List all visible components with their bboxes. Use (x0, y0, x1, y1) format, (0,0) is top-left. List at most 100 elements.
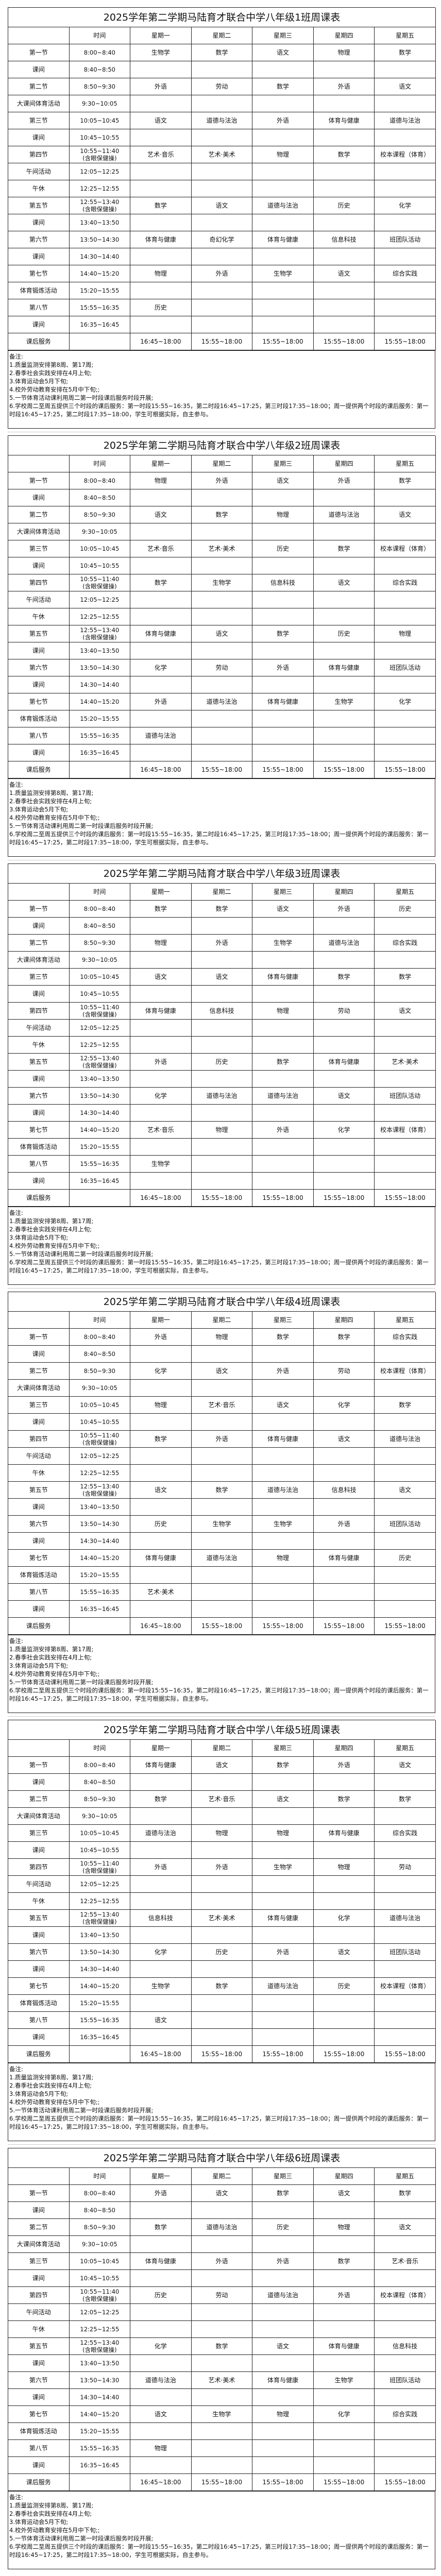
subject-cell: 生物学 (252, 935, 314, 952)
subject-cell: 外语 (313, 78, 375, 95)
period-label: 大课间体育活动 (8, 1808, 70, 1825)
period-label: 课间 (8, 316, 70, 333)
subject-cell: 综合实践 (375, 935, 436, 952)
subject-cell (130, 1842, 192, 1859)
subject-cell: 生物学 (130, 44, 192, 61)
subject-cell (130, 1876, 192, 1893)
header-time: 时间 (69, 1312, 131, 1329)
period-row: 课间 10:45~10:55 (8, 1414, 436, 1431)
period-label: 体育锻炼活动 (8, 710, 70, 727)
period-time: 13:40~13:50 (69, 1071, 131, 1088)
subject-cell: 物理 (130, 2440, 192, 2457)
period-row: 午间活动 12:05~12:25 (8, 1876, 436, 1893)
subject-cell: 体育与健康 (313, 659, 375, 676)
period-row: 第一节 8:00~8:40 生物学 数学 语文 物理 数学 (8, 44, 436, 61)
period-row: 第八节 15:55~16:35 艺术·美术 (8, 1584, 436, 1601)
title-row: 2025学年第二学期马陆育才联合中学八年级6班周课表 (8, 2148, 436, 2168)
period-row: 课间 13:40~13:50 (8, 2355, 436, 2372)
period-time: 15:20~15:55 (69, 1995, 131, 2012)
subject-cell: 语文 (191, 2185, 253, 2202)
subject-cell: 语文 (375, 78, 436, 95)
period-row: 课间 14:30~14:40 (8, 676, 436, 693)
header-corner (8, 884, 70, 901)
subject-cell: 体育与健康 (313, 1550, 375, 1567)
subject-cell (252, 1567, 314, 1584)
subject-cell (191, 557, 253, 574)
period-label: 课间 (8, 1346, 70, 1363)
subject-cell: 艺术·音乐 (191, 1397, 253, 1414)
period-time: 16:35~16:45 (69, 2457, 131, 2474)
note-line: 5.一节体育活动课利用周二第一时段课后服务时段开展; (9, 1250, 154, 1258)
period-label: 第七节 (8, 1122, 70, 1139)
subject-cell: 体育与健康 (252, 1431, 314, 1448)
subject-cell: 语文 (375, 1482, 436, 1499)
period-time (69, 761, 131, 778)
note-line: 3.体育运动会5月下旬; (9, 1234, 69, 1241)
subject-cell: 体育与健康 (130, 1550, 192, 1567)
subject-cell (313, 1414, 375, 1431)
subject-cell (191, 1927, 253, 1944)
subject-cell: 艺术·美术 (191, 146, 253, 163)
note-line: 2.春季社会实践安排在4月上旬; (9, 798, 92, 805)
subject-cell (313, 557, 375, 574)
subject-cell: 语文 (130, 1482, 192, 1499)
notes-section: 备注: 1.质量监测安排第8周、第17周; 2.春季社会实践安排在4月上旬; 3.体育… (8, 1635, 435, 1713)
note-line: 4.校外劳动教育安排在5月中下旬;; (9, 2527, 100, 2534)
period-row: 午间活动 12:05~12:25 (8, 1448, 436, 1465)
subject-cell (191, 1037, 253, 1054)
period-row: 第四节 10:55~11:40 (含眼保健操) 历史 劳动 道德与法治 外语 校本课程（体育… (8, 2287, 436, 2304)
period-label: 课间 (8, 1499, 70, 1516)
note-line: 备注: (9, 1209, 23, 1216)
period-row: 第四节 10:55~11:40 (含眼保健操) 数学 外语 体育与健康 语文 道德与法治 (8, 1431, 436, 1448)
period-time: 14:40~15:20 (69, 693, 131, 710)
subject-cell: 外语 (252, 112, 314, 129)
subject-cell: 化学 (313, 1397, 375, 1414)
title-row: 2025学年第二学期马陆育才联合中学八年级4班周课表 (8, 1292, 436, 1312)
period-row: 课间 13:40~13:50 (8, 1927, 436, 1944)
period-row: 课后服务 16:45~18:00 15:55~18:00 15:55~18:00 15:… (8, 761, 436, 778)
period-time: 15:55~16:35 (69, 299, 131, 316)
subject-cell: 物理 (375, 625, 436, 642)
subject-cell: 班团队活动 (375, 1516, 436, 1533)
period-time: 15:55~16:35 (69, 727, 131, 744)
table-separator (8, 1716, 435, 1717)
subject-cell: 数学 (191, 2338, 253, 2355)
subject-cell (191, 2236, 253, 2253)
subject-cell (130, 1567, 192, 1584)
period-time: 9:30~10:05 (69, 95, 131, 112)
period-label: 课后服务 (8, 2046, 70, 2063)
subject-cell: 语文 (191, 1757, 253, 1774)
subject-cell (252, 1020, 314, 1037)
period-label: 课间 (8, 1601, 70, 1618)
period-row: 第八节 15:55~16:35 物理 (8, 2440, 436, 2457)
subject-cell (252, 214, 314, 231)
subject-cell: 历史 (375, 1550, 436, 1567)
subject-cell (375, 1842, 436, 1859)
subject-cell (130, 2355, 192, 2372)
subject-cell (191, 2423, 253, 2440)
subject-cell: 体育与健康 (252, 2372, 314, 2389)
subject-cell (252, 95, 314, 112)
period-time: 15:55~16:35 (69, 2440, 131, 2457)
subject-cell (313, 1927, 375, 1944)
subject-cell (252, 557, 314, 574)
subject-cell (130, 608, 192, 625)
subject-cell (313, 214, 375, 231)
period-row: 课间 16:35~16:45 (8, 2029, 436, 2046)
class-timetable: 2025学年第二学期马陆育才联合中学八年级3班周课表 时间 星期一 星期二 星期三 星期四… (8, 863, 436, 1289)
note-line: 1.质量监测安排第8周、第17周; (9, 2502, 94, 2509)
subject-cell (375, 1156, 436, 1173)
period-time: 14:30~14:40 (69, 1961, 131, 1978)
period-row: 大课间体育活动 9:30~10:05 (8, 952, 436, 969)
subject-cell (191, 1774, 253, 1791)
period-time: 12:25~12:55 (69, 180, 131, 197)
period-row: 第六节 13:50~14:30 化学 劳动 外语 体育与健康 班团队活动 (8, 659, 436, 676)
period-time: 9:30~10:05 (69, 952, 131, 969)
subject-cell: 综合实践 (375, 1825, 436, 1842)
subject-cell: 道德与法治 (130, 2372, 192, 2389)
header-corner (8, 2168, 70, 2185)
period-time: 13:40~13:50 (69, 214, 131, 231)
subject-cell (191, 1105, 253, 1122)
note-line: 2.春季社会实践安排在4月上旬; (9, 1654, 92, 1661)
period-row: 体育锻炼活动 15:20~15:55 (8, 1567, 436, 1584)
